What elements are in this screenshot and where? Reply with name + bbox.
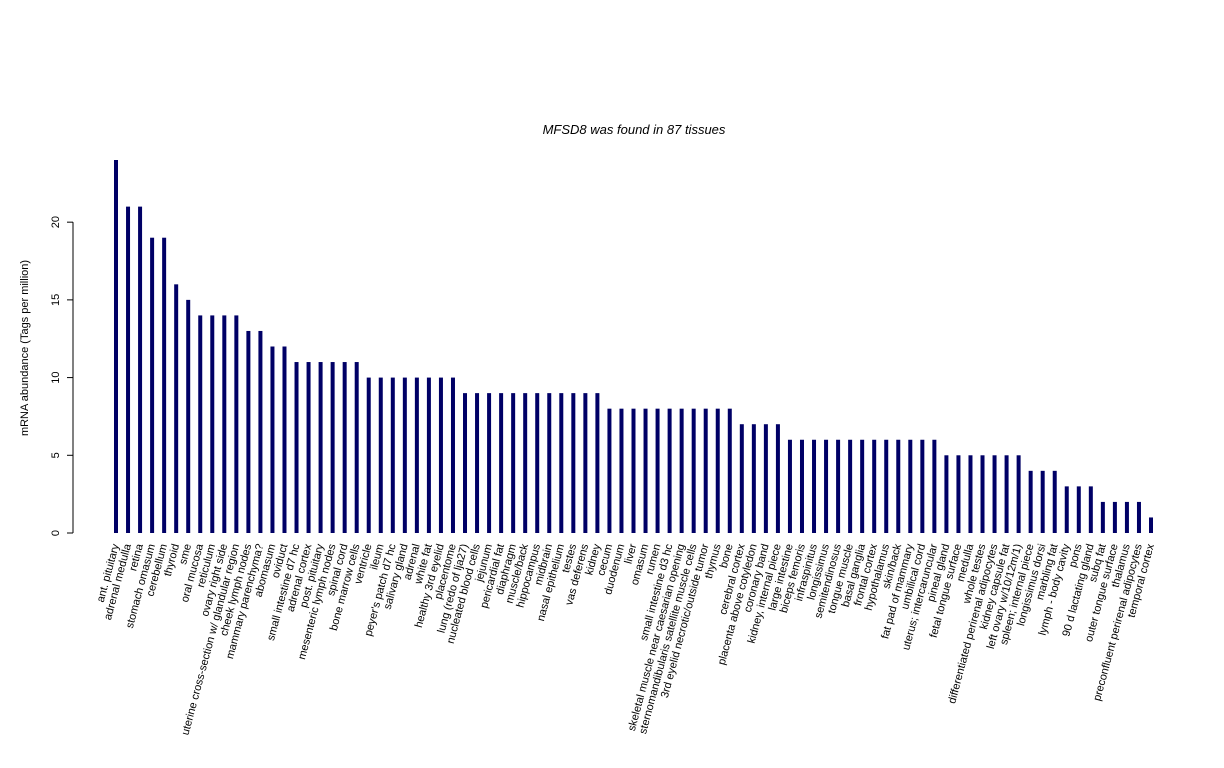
bar	[318, 362, 323, 533]
bar	[511, 393, 516, 533]
bar	[1149, 517, 1153, 533]
y-tick-label: 0	[50, 530, 62, 536]
bar	[968, 455, 973, 533]
bar	[162, 237, 167, 534]
bar	[246, 330, 251, 533]
bar	[1112, 501, 1117, 533]
bar	[1124, 501, 1129, 533]
bar	[234, 315, 239, 533]
bar	[559, 393, 564, 533]
bar	[378, 377, 383, 533]
bar	[222, 315, 227, 533]
bar	[679, 408, 684, 533]
bar	[908, 439, 913, 533]
bar	[667, 408, 672, 533]
bar	[114, 160, 118, 533]
bar	[727, 408, 732, 533]
bar	[1076, 486, 1081, 533]
bar	[463, 393, 468, 533]
bar	[775, 424, 780, 533]
bar	[1088, 486, 1093, 533]
bar	[258, 330, 263, 533]
bar	[932, 439, 937, 533]
bar	[751, 424, 756, 533]
bar	[354, 362, 359, 533]
bar	[487, 393, 492, 533]
bar	[1100, 501, 1105, 533]
y-axis-label: mRNA abundance (Tags per million)	[19, 260, 31, 436]
y-tick-label: 20	[50, 216, 62, 228]
bar	[366, 377, 371, 533]
bar	[1064, 486, 1069, 533]
bar	[414, 377, 419, 533]
y-tick-label: 5	[50, 452, 62, 458]
bar	[475, 393, 480, 533]
bar	[812, 439, 817, 533]
bar	[294, 362, 299, 533]
bar	[619, 408, 624, 533]
bar	[944, 455, 949, 533]
bar	[763, 424, 768, 533]
bar	[270, 346, 275, 533]
bar	[174, 284, 179, 533]
bar	[1004, 455, 1009, 533]
bar	[1040, 470, 1045, 533]
x-tick-label: liver	[623, 542, 640, 565]
bar	[896, 439, 901, 533]
bar	[956, 455, 961, 533]
bar	[330, 362, 335, 533]
bar	[631, 408, 636, 533]
bar	[703, 408, 708, 533]
bar	[499, 393, 504, 533]
bar	[186, 299, 191, 533]
y-tick-label: 15	[50, 294, 62, 306]
bar	[126, 206, 131, 533]
bar	[872, 439, 877, 533]
bar	[824, 439, 829, 533]
bar	[306, 362, 311, 533]
bar	[390, 377, 395, 533]
bar	[547, 393, 552, 533]
bar	[739, 424, 744, 533]
bar	[715, 408, 720, 533]
bar	[920, 439, 925, 533]
bar	[799, 439, 804, 533]
y-tick-label: 10	[50, 371, 62, 383]
x-tick-label: sme	[177, 543, 194, 566]
bar	[571, 393, 576, 533]
bar	[836, 439, 841, 533]
bar	[787, 439, 792, 533]
bar	[402, 377, 407, 533]
bar	[150, 237, 155, 534]
bar	[535, 393, 540, 533]
bar	[450, 377, 455, 533]
bar	[1136, 501, 1141, 533]
bar	[342, 362, 347, 533]
bar	[607, 408, 612, 533]
bar	[595, 393, 600, 533]
bar	[210, 315, 215, 533]
bar	[523, 393, 528, 533]
bar	[992, 455, 997, 533]
bar	[860, 439, 865, 533]
bar	[438, 377, 443, 533]
bar	[426, 377, 431, 533]
bar	[282, 346, 287, 533]
bar	[691, 408, 696, 533]
bar	[655, 408, 660, 533]
bar	[1028, 470, 1033, 533]
bar	[138, 206, 143, 533]
bar	[884, 439, 889, 533]
bar	[198, 315, 203, 533]
bar	[848, 439, 853, 533]
bar	[643, 408, 648, 533]
bar	[1052, 470, 1057, 533]
bar	[1016, 455, 1021, 533]
chart-title: MFSD8 was found in 87 tissues	[543, 122, 726, 137]
bar	[583, 393, 588, 533]
bar	[980, 455, 985, 533]
